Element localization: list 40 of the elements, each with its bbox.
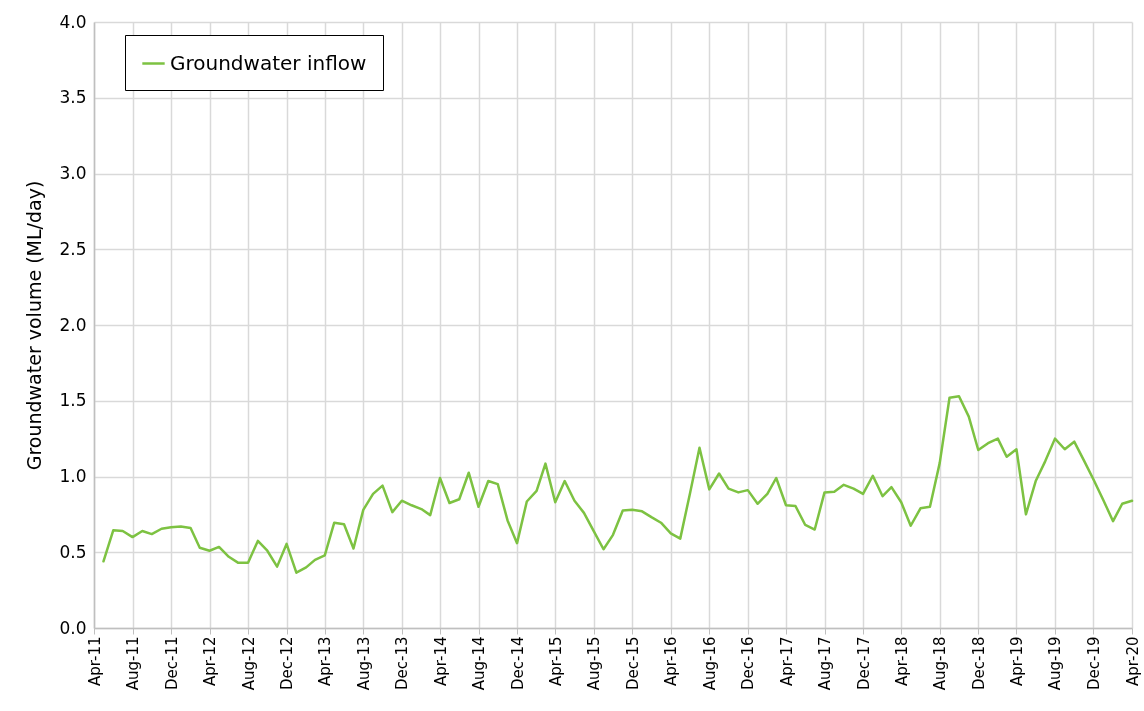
x-tick-label: Aug-12	[239, 636, 258, 691]
x-tick-label: Aug-11	[124, 636, 143, 691]
x-tick-label: Apr-17	[777, 636, 796, 686]
y-tick-label: 1.5	[59, 390, 87, 411]
line-series	[102, 394, 1134, 574]
x-tick-label: Aug-16	[700, 636, 719, 691]
x-tick-label: Apr-19	[1007, 636, 1026, 686]
x-tick-label: Aug-17	[816, 636, 835, 691]
x-tick-label: Apr-15	[546, 636, 565, 686]
y-tick-label: 4.0	[59, 11, 87, 32]
x-tick-label: Apr-16	[662, 636, 681, 686]
x-tick-label: Dec-16	[739, 636, 758, 691]
x-tick-label: Apr-13	[316, 636, 335, 686]
x-tick-label: Apr-11	[85, 636, 104, 686]
x-tick-label: Apr-12	[201, 636, 220, 686]
x-tick-label: Dec-19	[1084, 636, 1103, 691]
y-axis-title: Groundwater volume (ML/day)	[23, 180, 46, 471]
y-tick-label: 0.0	[59, 617, 87, 638]
y-tick-label: 0.5	[59, 541, 87, 562]
y-tick-label: 3.0	[59, 163, 87, 183]
y-tick-label: 1.0	[59, 466, 87, 486]
x-tick-label: Dec-14	[508, 636, 527, 691]
x-tick-label: Apr-18	[892, 636, 911, 686]
x-tick-label: Apr-14	[431, 636, 450, 686]
x-tick-label: Dec-11	[162, 636, 181, 691]
x-tick-label: Aug-13	[354, 636, 373, 691]
x-tick-label: Dec-18	[969, 636, 988, 691]
x-tick-label: Aug-14	[470, 636, 489, 691]
x-tick-label: Dec-17	[854, 636, 873, 691]
y-tick-label: 2.5	[59, 238, 87, 259]
x-tick-label: Dec-13	[393, 636, 412, 691]
x-tick-label: Aug-15	[585, 636, 604, 691]
x-tick-label: Apr-20	[1123, 636, 1142, 686]
y-tick-label: 3.5	[59, 87, 87, 108]
x-tick-label: Dec-12	[278, 636, 297, 691]
legend-label: Groundwater inflow	[170, 50, 367, 75]
x-tick-label: Dec-15	[623, 636, 642, 691]
x-tick-label: Aug-19	[1046, 636, 1065, 691]
y-tick-label: 2.0	[59, 314, 87, 335]
x-tick-label: Aug-18	[931, 636, 950, 691]
